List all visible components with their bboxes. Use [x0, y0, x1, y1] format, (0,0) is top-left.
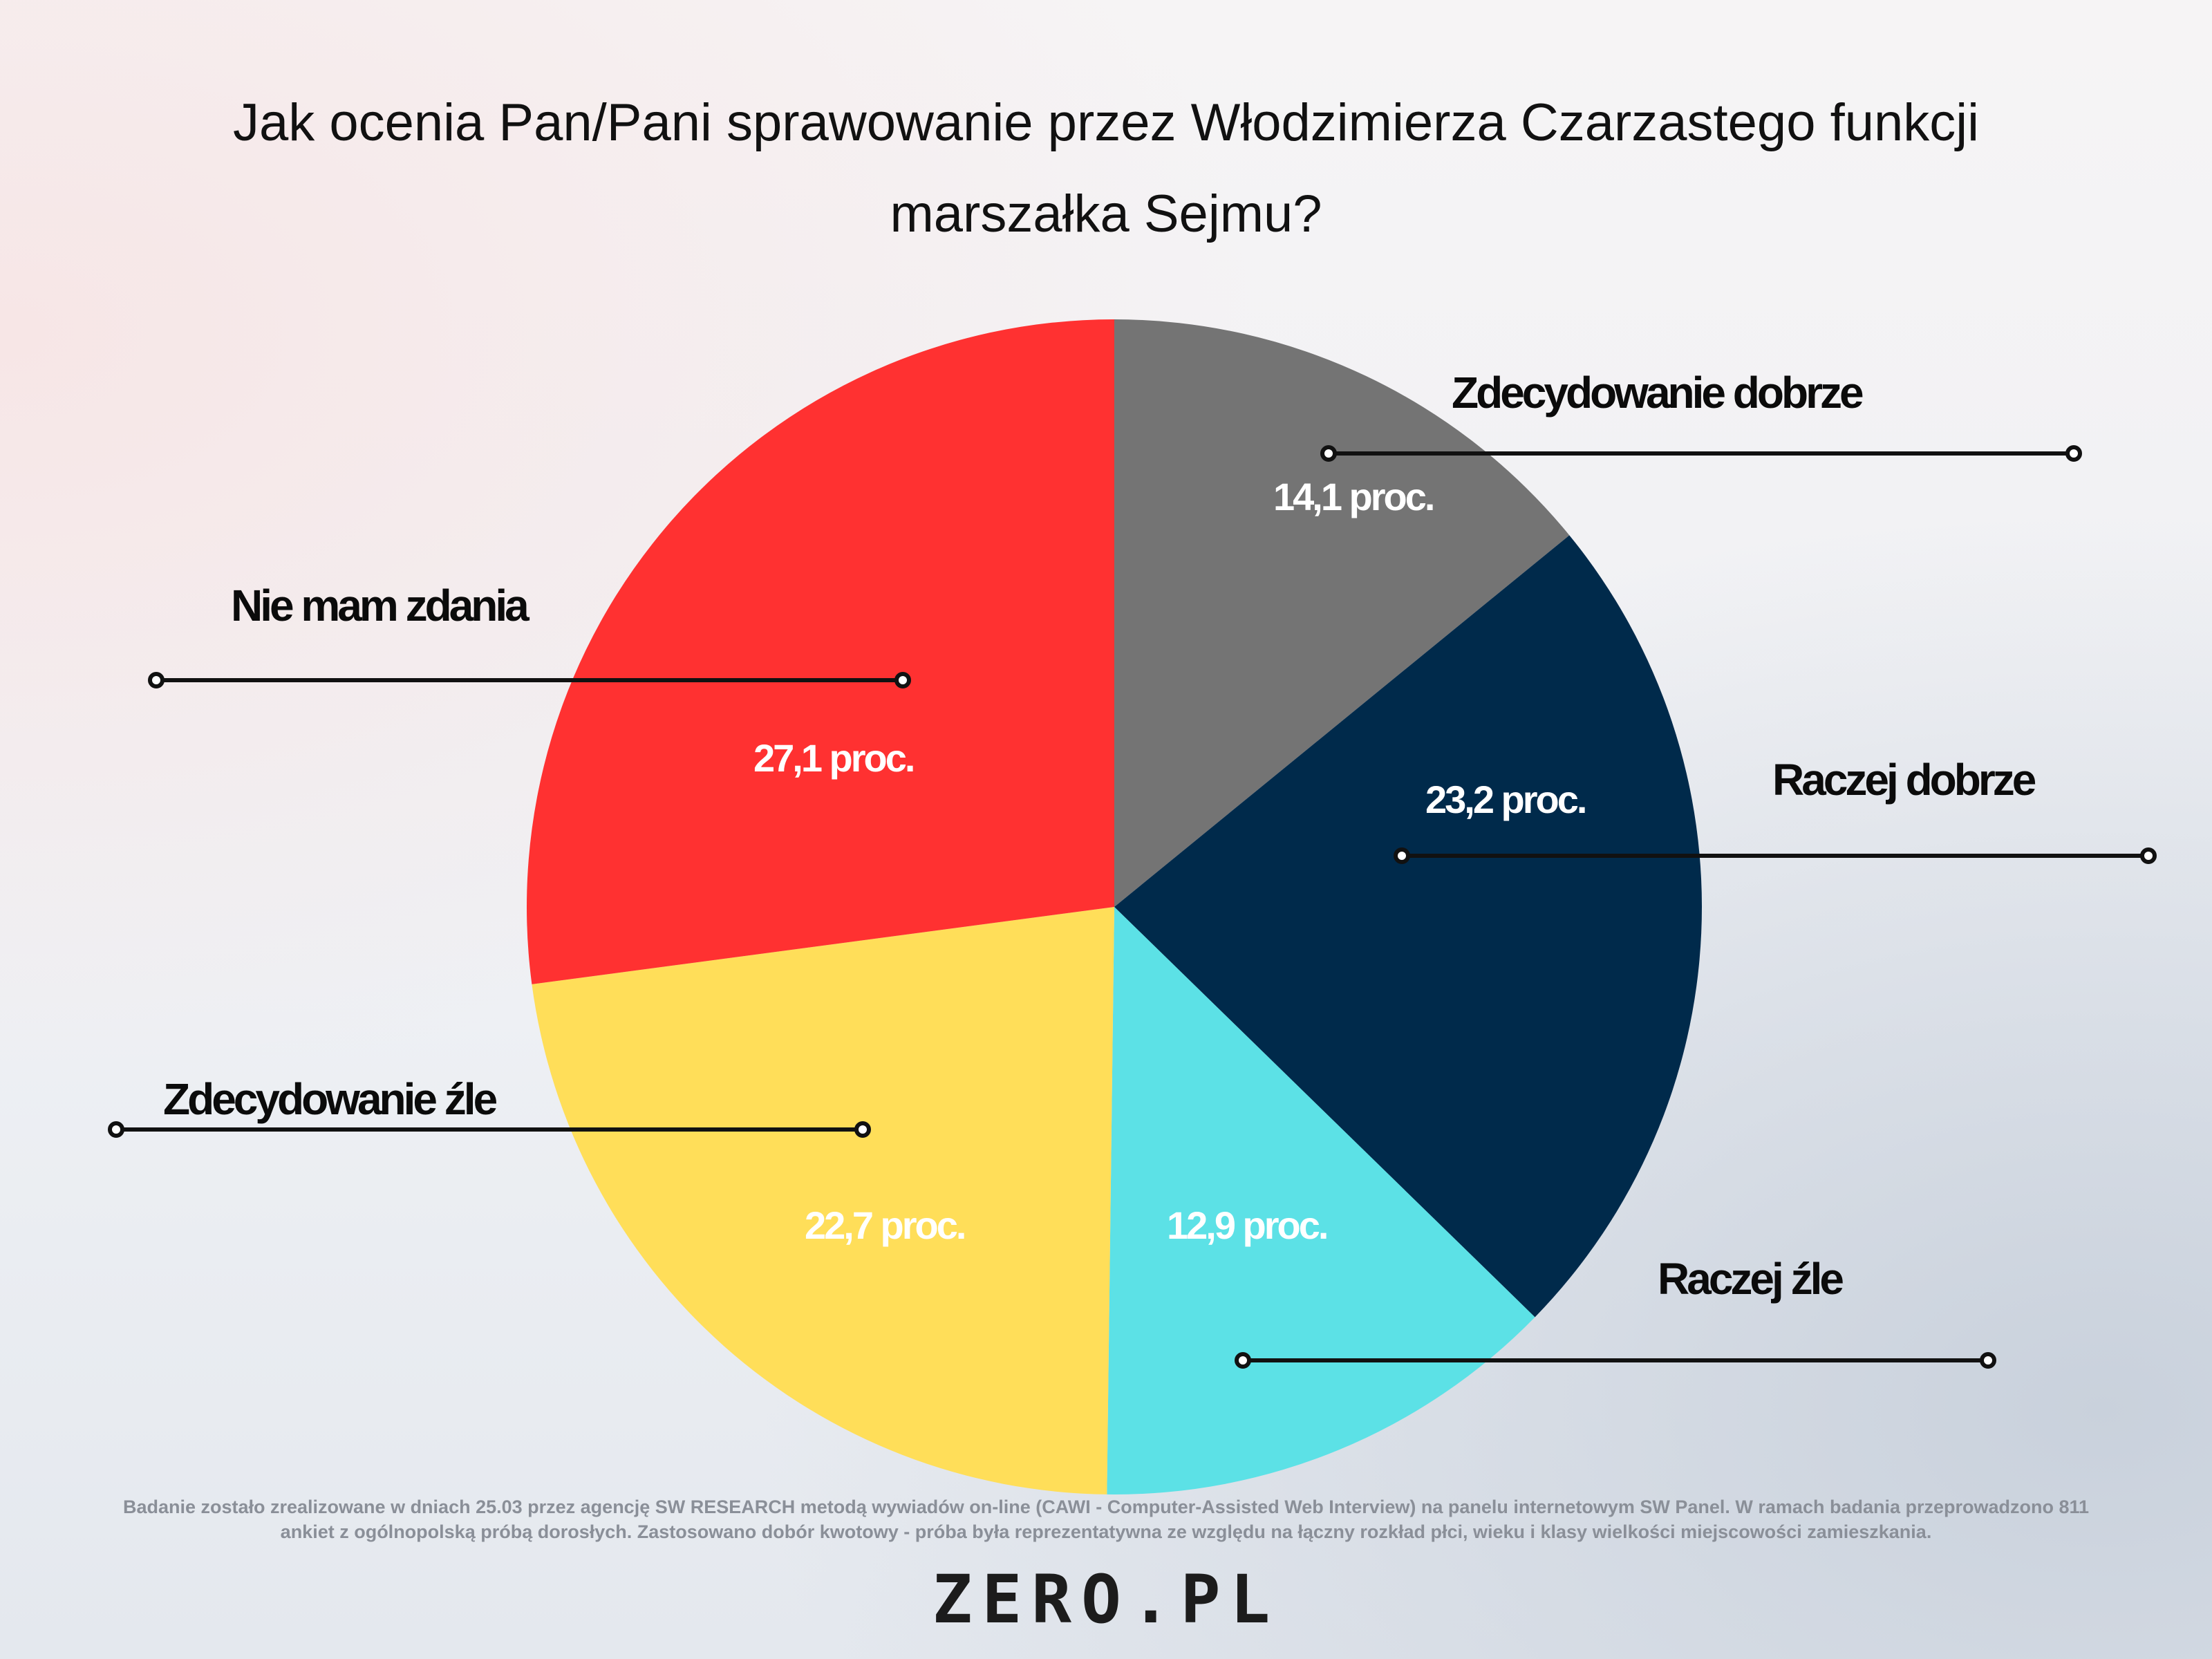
- chart-title: Jak ocenia Pan/Pani sprawowanie przez Wł…: [0, 77, 2212, 260]
- pie-slice-zdecydowanie-źle: [532, 907, 1114, 1494]
- pie-slices: [526, 319, 1702, 1494]
- value-raczej-zle: 12,9 proc.: [1167, 1203, 1327, 1247]
- callout-raczej-zle: [1235, 1352, 1996, 1369]
- title-line-2: marszałka Sejmu?: [890, 185, 1322, 243]
- pie-slice-raczej-dobrze: [1114, 535, 1702, 1318]
- label-raczej-dobrze: Raczej dobrze: [1772, 755, 2036, 805]
- callout-nie-mam-zdania: [148, 672, 911, 688]
- label-nie-mam-zdania: Nie mam zdania: [231, 581, 529, 630]
- pie-slice-raczej-źle: [1107, 907, 1535, 1494]
- zero-pl-logo: ZERO.PL: [0, 1561, 2212, 1638]
- label-zdecydowanie-dobrze: Zdecydowanie dobrze: [1452, 368, 1863, 418]
- logo-o-dot: O: [1081, 1561, 1131, 1638]
- pie-slice-zdecydowanie-dobrze: [1114, 319, 1570, 907]
- pie-slice-nie-mam-zdania: [526, 319, 1114, 984]
- logo-left-text: ZER: [932, 1561, 1082, 1638]
- survey-footnote: Badanie zostało zrealizowane w dniach 25…: [28, 1494, 2184, 1544]
- logo-right-text: .PL: [1130, 1561, 1280, 1638]
- value-zdecydowanie-zle: 22,7 proc.: [805, 1203, 964, 1247]
- callout-raczej-dobrze: [1394, 847, 2157, 864]
- label-zdecydowanie-zle: Zdecydowanie źle: [163, 1074, 497, 1124]
- callout-zdecydowanie-zle: [108, 1121, 871, 1138]
- value-nie-mam-zdania: 27,1 proc.: [753, 736, 913, 780]
- footnote-line-1: Badanie zostało zrealizowane w dniach 25…: [122, 1497, 2090, 1517]
- value-raczej-dobrze: 23,2 proc.: [1425, 778, 1585, 821]
- callout-zdecydowanie-dobrze: [1320, 445, 2082, 462]
- value-zdecydowanie-dobrze: 14,1 proc.: [1273, 475, 1433, 518]
- footnote-line-2: ankiet z ogólnopolską próbą dorosłych. Z…: [280, 1521, 1932, 1542]
- title-line-1: Jak ocenia Pan/Pani sprawowanie przez Wł…: [232, 93, 1980, 152]
- label-raczej-zle: Raczej źle: [1658, 1254, 1843, 1304]
